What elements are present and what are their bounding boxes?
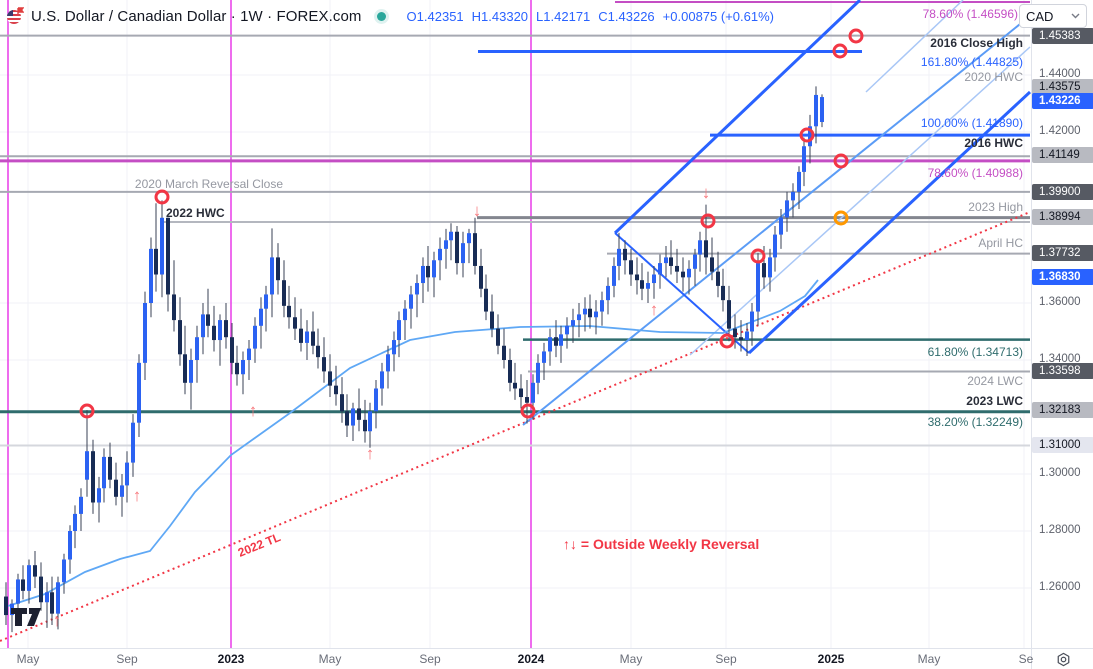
price-badge: 1.32183	[1032, 402, 1093, 418]
currency-value: CAD	[1026, 8, 1054, 24]
high-value: H1.43320	[471, 8, 529, 24]
price-badge: 1.33598	[1032, 363, 1093, 379]
annotation-label: 38.20% (1.32249)	[928, 415, 1023, 429]
change-value: +0.00875 (+0.61%)	[662, 8, 774, 24]
annotation-label: 2016 HWC	[964, 136, 1023, 150]
annotation-label: 2023 High	[968, 200, 1023, 214]
gear-icon	[1057, 652, 1069, 667]
candlestick-series	[4, 86, 824, 633]
down-arrow-icon: ↓	[473, 201, 482, 220]
channel-quarter-2	[865, 0, 964, 93]
annotation-label: April HC	[978, 236, 1023, 250]
channel-upper	[613, 0, 862, 235]
price-badge: 1.45383	[1032, 28, 1093, 44]
up-arrow-icon: ↑	[53, 611, 62, 630]
channel-quarter-1	[689, 46, 1031, 356]
up-arrow-icon: ↑	[249, 401, 258, 420]
marker-circle	[520, 403, 536, 419]
channel-lower	[747, 90, 1031, 355]
price-tick-label: 1.36000	[1039, 296, 1081, 308]
price-badge: 1.43226	[1032, 93, 1093, 109]
support-trendline	[522, 15, 1031, 426]
marker-circle	[154, 189, 170, 205]
marker-circle	[848, 28, 864, 44]
up-arrow-icon: ↑	[650, 300, 659, 319]
marker-circle	[750, 248, 766, 264]
annotation-label: 2023 LWC	[966, 394, 1023, 408]
tradingview-logo-icon	[11, 608, 41, 626]
marker-circle	[700, 213, 716, 229]
marker-circle	[832, 43, 848, 59]
annotation-label: 78.60% (1.40988)	[928, 166, 1023, 180]
time-tick-label: Sep	[419, 652, 441, 666]
price-badge: 1.31000	[1032, 437, 1093, 453]
2022-tl	[0, 211, 1031, 642]
chart-header: U.S. Dollar / Canadian Dollar · 1W · FOR…	[6, 4, 774, 28]
price-badge: 1.43575	[1032, 79, 1093, 95]
annotation-label: 2020 HWC	[964, 70, 1023, 84]
up-arrow-icon: ↑	[133, 486, 142, 505]
time-tick-label: Se	[1018, 652, 1034, 666]
time-tick-label: May	[16, 652, 40, 666]
price-badge: 1.38994	[1032, 209, 1093, 225]
time-tick-label: 2025	[817, 652, 845, 666]
reversal-markers: ↑ ↑ ↑ ↑ ↑ ↓ ↓	[53, 28, 864, 630]
marker-circle	[79, 403, 95, 419]
annotation-label: 78.60% (1.46596)	[923, 7, 1018, 21]
time-tick-label: May	[917, 652, 941, 666]
annotation-label: 2020 March Reversal Close	[135, 177, 283, 191]
ohlc-readout: O1.42351 H1.43320 L1.42171 C1.43226 +0.0…	[407, 9, 774, 24]
time-tick-label: 2024	[517, 652, 545, 666]
marker-circle	[719, 333, 735, 349]
currency-selector[interactable]: CAD	[1019, 4, 1087, 28]
close-value: C1.43226	[598, 8, 655, 24]
price-axis[interactable]: 1.44000 1.42000 1.36000 1.34000 1.30000 1.280…	[1031, 0, 1093, 648]
annotation-label: 2016 Close High	[930, 36, 1023, 50]
chevron-down-icon	[1071, 13, 1080, 19]
annotation-label: 100.00% (1.41890)	[921, 116, 1023, 130]
price-tick-label: 1.26000	[1039, 581, 1081, 593]
price-badge: 1.39900	[1032, 184, 1093, 200]
instrument-flag-icon	[7, 7, 24, 24]
time-tick-label: May	[619, 652, 643, 666]
annotation-label: 2024 LWC	[967, 374, 1023, 388]
annotation-label: ↑↓ = Outside Weekly Reversal	[563, 536, 759, 552]
price-tick-label: 1.42000	[1039, 125, 1081, 137]
market-status-dot	[376, 11, 386, 21]
year-divider-lines	[7, 0, 532, 648]
channel-left-arm	[614, 232, 750, 354]
time-tick-label: Sep	[715, 652, 737, 666]
annotation-label: 161.80% (1.44825)	[921, 55, 1023, 69]
price-tick-label: 1.44000	[1039, 68, 1081, 80]
trendlines	[0, 0, 1031, 642]
chart-pane[interactable]: ↑ ↑ ↑ ↑ ↑ ↓ ↓ 78.60% (1.46596) 2016 Close High 16…	[0, 0, 1031, 648]
annotation-label: 2022 HWC	[166, 206, 225, 220]
annotation-labels: 78.60% (1.46596) 2016 Close High 161.80% (…	[135, 7, 1023, 560]
marker-circle	[833, 153, 849, 169]
marker-circle	[799, 127, 815, 143]
price-tick-label: 1.28000	[1039, 524, 1081, 536]
symbol-title[interactable]: U.S. Dollar / Canadian Dollar · 1W · FOR…	[31, 7, 362, 25]
gridlines	[0, 0, 1031, 648]
marker-circle	[833, 210, 849, 226]
annotation-label: 2022 TL	[236, 530, 283, 560]
moving-average-line	[7, 279, 819, 607]
up-arrow-icon: ↑	[366, 444, 375, 463]
price-badge: 1.37732	[1032, 245, 1093, 261]
price-tick-label: 1.34000	[1039, 353, 1081, 365]
time-tick-label: May	[318, 652, 342, 666]
chart-canvas[interactable]: ↑ ↑ ↑ ↑ ↑ ↓ ↓ 78.60% (1.46596) 2016 Close High 16…	[0, 0, 1031, 648]
time-tick-label: 2023	[217, 652, 245, 666]
time-tick-label: Sep	[116, 652, 138, 666]
axis-settings-corner[interactable]	[1031, 649, 1093, 669]
open-value: O1.42351	[406, 8, 464, 24]
price-badge: 1.41149	[1032, 147, 1093, 163]
price-badge: 1.36830	[1032, 269, 1093, 285]
down-arrow-icon: ↓	[702, 183, 711, 202]
price-tick-label: 1.30000	[1039, 467, 1081, 479]
low-value: L1.42171	[536, 8, 591, 24]
annotation-label: 61.80% (1.34713)	[928, 345, 1023, 359]
time-axis[interactable]: May Sep 2023 May Sep 2024 May Sep 2025 May Se	[0, 648, 1093, 669]
